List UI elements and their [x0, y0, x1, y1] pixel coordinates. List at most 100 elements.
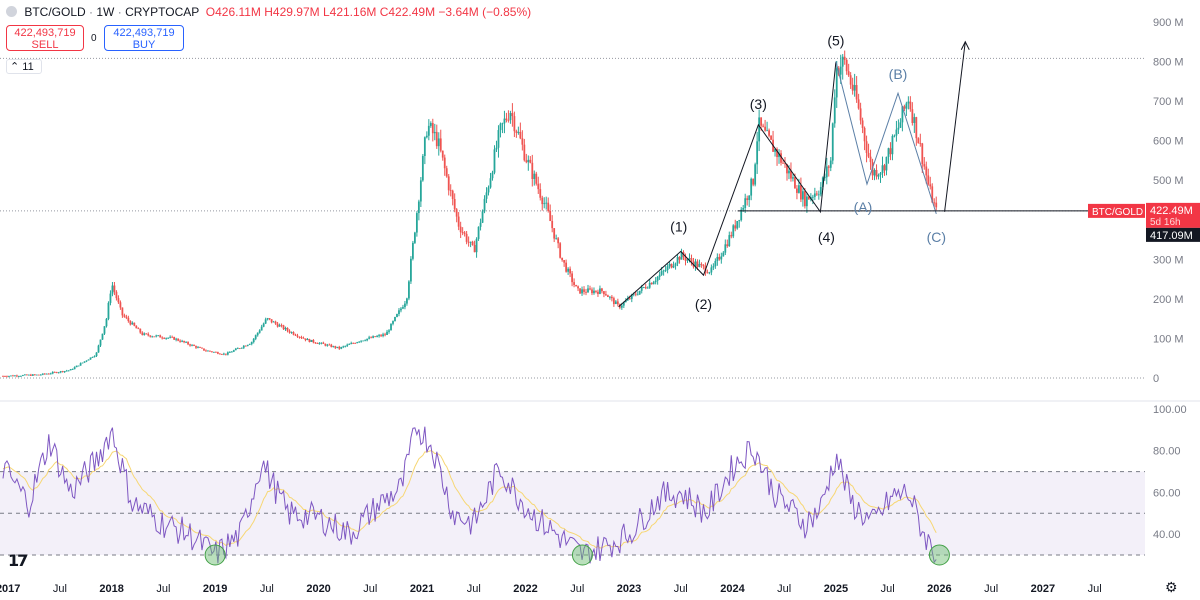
candle-body	[919, 143, 922, 144]
candle-body	[292, 332, 295, 335]
symbol-icon	[6, 6, 17, 17]
candle-body	[380, 335, 382, 337]
candle-body	[869, 156, 872, 163]
candle-body	[151, 336, 154, 338]
candle-body	[398, 310, 400, 315]
rsi-tick-label: 100.00	[1153, 404, 1187, 416]
candle-body	[909, 101, 912, 110]
candle-body	[31, 374, 34, 376]
candle-body	[634, 293, 637, 295]
candle-body	[181, 340, 183, 342]
candle-body	[215, 351, 217, 353]
candle-body	[628, 298, 631, 300]
candle-body	[413, 232, 416, 243]
candle-body	[754, 164, 757, 185]
candle-body	[457, 216, 460, 227]
price-tick-label: 500 M	[1153, 175, 1184, 187]
candle-body	[53, 372, 56, 373]
candle-body	[527, 159, 530, 163]
buy-button[interactable]: 422,493,719 BUY	[104, 25, 184, 51]
candle-body	[851, 84, 854, 91]
candle-body	[678, 257, 681, 260]
wave-label-w4: (4)	[818, 229, 835, 245]
candle-body	[489, 178, 492, 188]
sell-button[interactable]: 422,493,719 SELL	[6, 25, 84, 51]
candle-body	[911, 109, 914, 124]
candle-body	[686, 259, 689, 261]
candle-body	[153, 336, 156, 338]
candle-body	[891, 136, 894, 155]
indicator-count: 11	[22, 61, 34, 73]
candle-body	[308, 339, 311, 342]
candle-body	[595, 290, 597, 292]
candle-body	[702, 264, 705, 267]
candle-body	[471, 241, 474, 246]
candle-body	[419, 180, 422, 202]
projection-arrow-line	[944, 41, 966, 212]
candle-body	[603, 291, 605, 295]
candle-body	[736, 221, 739, 229]
indicators-collapse-button[interactable]: ⌃ 11	[6, 59, 42, 74]
candle-body	[199, 347, 201, 348]
symbol-price-tag	[1088, 203, 1145, 218]
candle-body	[213, 351, 215, 353]
legend-symbol[interactable]: BTC/GOLD	[24, 5, 86, 19]
candle-body	[815, 193, 818, 195]
candle-body	[495, 147, 498, 150]
candle-body	[807, 196, 810, 200]
candle-body	[708, 272, 711, 274]
price-tick-label: 100 M	[1153, 333, 1184, 345]
candle-body	[817, 194, 820, 196]
candle-body	[662, 270, 665, 272]
candle-body	[336, 346, 339, 348]
candle-body	[332, 346, 335, 348]
candle-body	[608, 296, 611, 298]
impulse-wave-line	[618, 61, 837, 308]
candle-body	[85, 360, 88, 362]
candle-body	[752, 178, 755, 185]
candle-body	[525, 160, 528, 163]
candle-body	[901, 106, 904, 123]
time-axis-label: 2018	[99, 583, 123, 595]
candle-body	[449, 190, 452, 192]
candle-body	[841, 56, 844, 67]
candle-body	[636, 294, 639, 296]
candle-body	[563, 260, 566, 263]
candle-body	[65, 370, 68, 372]
candle-body	[27, 374, 30, 376]
candle-body	[907, 101, 910, 104]
candle-body	[244, 345, 247, 347]
candle-body	[780, 153, 782, 163]
candle-body	[813, 193, 816, 197]
candle-body	[429, 123, 432, 126]
candle-body	[117, 298, 120, 303]
candle-body	[25, 374, 28, 376]
spread-value: 0	[91, 33, 97, 44]
candle-body	[57, 372, 60, 374]
candle-body	[786, 164, 788, 174]
price-tick-label: 200 M	[1153, 294, 1184, 306]
candle-body	[453, 199, 456, 210]
legend-timeframe[interactable]: 1W	[96, 5, 115, 19]
candle-body	[364, 340, 367, 342]
candle-body	[113, 285, 116, 292]
legend-change: −3.64M (−0.85%)	[438, 5, 532, 19]
candle-body	[236, 348, 239, 350]
time-axis-label: 2023	[617, 583, 641, 595]
candle-body	[931, 186, 934, 203]
candle-body	[406, 298, 408, 304]
candle-body	[169, 336, 172, 338]
symbol-tag-label: BTC/GOLD	[1092, 207, 1143, 218]
candle-body	[23, 374, 26, 376]
candle-body	[350, 343, 353, 345]
candle-body	[479, 222, 482, 227]
candle-body	[845, 59, 848, 72]
candle-body	[744, 198, 747, 209]
candle-body	[310, 339, 313, 342]
candle-body	[835, 68, 838, 98]
tradingview-logo-icon[interactable]: 17	[8, 551, 28, 570]
candle-body	[925, 166, 928, 176]
candle-body	[509, 113, 512, 121]
gear-icon[interactable]: ⚙	[1165, 579, 1178, 595]
